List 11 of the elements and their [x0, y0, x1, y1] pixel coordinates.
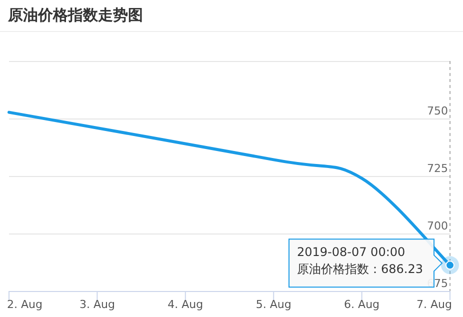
y-tick-label: 725 [427, 162, 448, 175]
chart-title: 原油价格指数走势图 [7, 6, 143, 24]
annotation: 2019-08-07 00:00 原油价格指数：686.23 [297, 245, 423, 276]
y-tick-label: 750 [427, 104, 448, 118]
x-tick-label: 3. Aug [79, 298, 115, 311]
x-tick-label: 4. Aug [168, 298, 204, 311]
x-tick-label: 7. Aug [416, 298, 452, 311]
y-tick-label: 700 [427, 220, 448, 232]
x-tick-label: 2. Aug [7, 298, 42, 311]
x-tick-label: 6. Aug [344, 298, 380, 311]
x-tick-label: 5. Aug [256, 298, 292, 311]
